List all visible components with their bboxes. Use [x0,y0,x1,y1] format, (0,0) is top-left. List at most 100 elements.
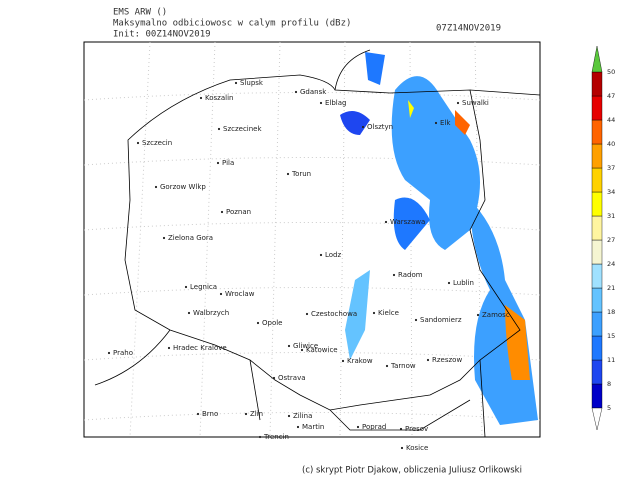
city-label: Szczecin [142,139,172,147]
city-dot [220,210,224,214]
city-dot [300,348,304,352]
city-label: Warszawa [390,218,425,226]
colorbar-band [591,167,603,193]
city-dot [187,311,191,315]
city-dot [162,236,166,240]
map [83,41,541,438]
city-label: Poznan [226,208,251,216]
city-dot [286,172,290,176]
colorbar-band [591,191,603,217]
colorbar-label: 8 [607,380,611,388]
colorbar-band [591,71,603,97]
city-label: Presov [405,425,428,433]
city-label: Katowice [306,346,338,354]
colorbar-label: 11 [607,356,615,364]
valid-time: 07Z14NOV2019 [436,24,501,34]
city-dot [319,101,323,105]
colorbar-band [591,263,603,289]
colorbar-band [591,119,603,145]
colorbar-label: 31 [607,212,615,220]
colorbar-band [591,95,603,121]
city-label: Rzeszow [432,356,462,364]
city-dot [256,321,260,325]
city-dot [399,427,403,431]
city-dot [447,281,451,285]
colorbar-band [591,311,603,337]
city-label: Lublin [453,279,474,287]
colorbar-label: 27 [607,236,615,244]
colorbar-band [591,287,603,313]
city-label: Wroclaw [225,290,255,298]
city-dot [287,344,291,348]
city-label: Olsztyn [367,123,393,131]
city-dot [136,141,140,145]
colorbar-under [591,407,603,431]
city-label: Brno [202,410,218,418]
footer: (c) skrypt Piotr Djakow, obliczenia Juli… [302,466,522,476]
colorbar-label: 40 [607,140,615,148]
colorbar-label: 34 [607,188,615,196]
colorbar-label: 47 [607,92,615,100]
city-dot [414,318,418,322]
city-labels: Slupsk Koszalin Gdansk Elblag Olsztyn Elk Suwa… [107,79,510,452]
city-dot [199,96,203,100]
city-dot [217,127,221,131]
city-label: Elblag [325,99,347,107]
city-dot [456,101,460,105]
city-label: Legnica [190,283,217,291]
city-label: Kosice [406,444,428,452]
colorbar-label: 15 [607,332,615,340]
city-label: Trencin [263,433,289,441]
colorbar-label: 5 [607,404,611,412]
city-dot [392,273,396,277]
city-label: Gdansk [300,88,327,96]
city-label: Praho [113,349,133,357]
colorbar-band [591,215,603,241]
city-label: Lodz [325,251,342,259]
city-dot [384,220,388,224]
city-dot [319,253,323,257]
city-label: Opole [262,319,283,327]
city-dot [476,313,480,317]
colorbar-band [591,383,603,409]
borders [94,49,541,438]
field-title: Maksymalno odbiciowosc w calym profilu (… [113,19,351,29]
city-dot [385,364,389,368]
city-label: Czestochowa [311,310,357,318]
colorbar-over [591,45,603,73]
city-dot [219,292,223,296]
init-time: Init: 00Z14NOV2019 [113,30,211,40]
radar-echoes [340,52,538,425]
city-label: Poprad [362,423,386,431]
city-dot [184,285,188,289]
city-dot [107,351,111,355]
city-dot [296,425,300,429]
city-label: Krakow [347,357,373,365]
city-label: Martin [302,423,324,431]
colorbar-band [591,239,603,265]
city-label: Pila [222,159,234,167]
city-label: Zlin [250,410,263,418]
city-label: Radom [398,271,423,279]
city-label: Kielce [378,309,399,317]
city-dot [305,312,309,316]
city-dot [361,125,365,129]
city-label: Zilina [293,412,312,420]
city-label: Ostrava [278,374,306,382]
city-label: Slupsk [240,79,264,87]
city-dot [196,412,200,416]
city-label: Walbrzych [193,309,229,317]
city-dot [216,161,220,165]
city-dot [258,435,262,439]
city-label: Hradec Kralove [173,344,227,352]
city-dot [434,121,438,125]
city-label: Sandomierz [420,316,462,324]
colorbar-label: 44 [607,116,615,124]
city-dot [244,412,248,416]
city-label: Tarnow [390,362,416,370]
city-dot [341,359,345,363]
colorbar-label: 37 [607,164,615,172]
city-dot [400,446,404,450]
city-label: Gliwice [293,342,318,350]
